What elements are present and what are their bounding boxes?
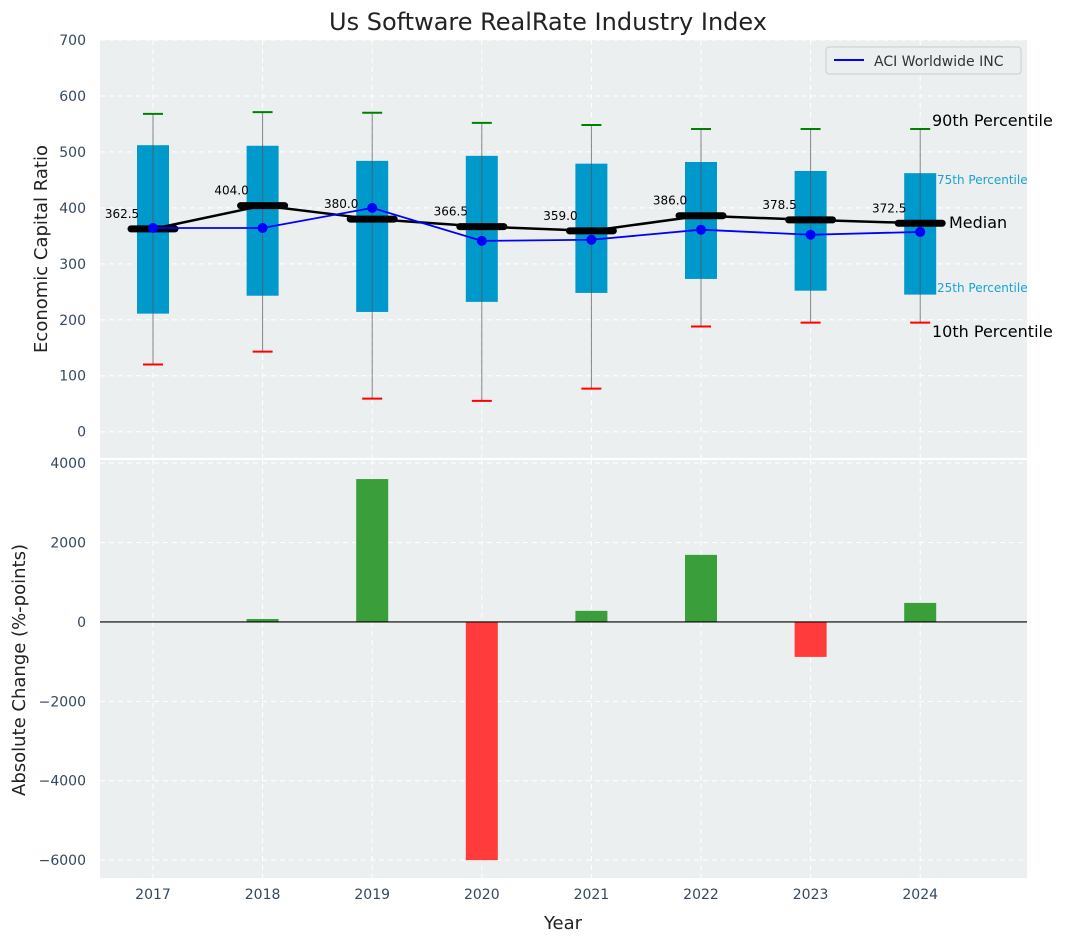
median-label: 380.0 (324, 197, 358, 211)
median-label: 372.5 (872, 201, 906, 215)
annotation-p90: 90th Percentile (932, 111, 1053, 130)
bottom-y-tick-label: 2000 (50, 536, 86, 552)
annotation-median: Median (949, 213, 1007, 232)
bottom-y-tick-label: −2000 (39, 694, 86, 710)
top-y-tick-label: 0 (77, 425, 86, 441)
x-label: Year (543, 913, 583, 934)
x-tick-label: 2020 (464, 887, 500, 903)
annotation-p10: 10th Percentile (932, 322, 1053, 341)
aci-point (696, 224, 706, 235)
x-tick-label: 2018 (245, 887, 281, 903)
x-tick-label: 2019 (354, 887, 390, 903)
x-tick-label: 2023 (793, 887, 829, 903)
aci-point (805, 229, 816, 240)
x-tick-label: 2024 (902, 887, 938, 903)
top-y-tick-label: 200 (59, 313, 86, 329)
bottom-y-label: Absolute Change (%-points) (9, 544, 30, 796)
annotations: 90th Percentile 75th Percentile Median 2… (932, 111, 1053, 341)
median-label: 378.5 (762, 198, 796, 212)
median-label: 386.0 (653, 194, 687, 208)
aci-point (257, 223, 268, 234)
aci-point (915, 226, 926, 237)
bottom-y-tick-label: 0 (77, 615, 86, 631)
median-label: 362.5 (105, 207, 139, 221)
bottom-y-tick-label: −4000 (39, 774, 86, 790)
top-y-tick-label: 400 (59, 201, 86, 217)
x-tick-label: 2022 (683, 887, 719, 903)
change-bar (794, 621, 827, 657)
top-plot-area (100, 40, 1027, 458)
top-y-tick-label: 600 (59, 89, 86, 105)
x-tick-label: 2017 (135, 887, 171, 903)
top-y-label: Economic Capital Ratio (31, 145, 52, 353)
median-label: 359.0 (543, 209, 577, 223)
change-bar (465, 621, 498, 861)
legend: ACI Worldwide INC (825, 46, 1022, 75)
change-bar (356, 479, 389, 622)
bottom-y-tick-label: −6000 (39, 853, 86, 869)
bottom-y-tick-label: 4000 (50, 456, 86, 472)
aci-point (148, 223, 158, 234)
top-y-tick-label: 500 (59, 145, 86, 161)
aci-point (367, 202, 378, 213)
change-bar (904, 602, 937, 622)
chart-title: Us Software RealRate Industry Index (329, 8, 767, 36)
x-tick-label: 2021 (574, 887, 610, 903)
aci-line (153, 206, 921, 242)
bottom-plot-area (100, 460, 1027, 878)
top-y-tick-label: 100 (59, 369, 86, 385)
change-bar (685, 554, 717, 622)
legend-label: ACI Worldwide INC (874, 54, 1004, 70)
change-bar (575, 610, 608, 622)
annotation-p25: 25th Percentile (937, 281, 1028, 295)
top-y-tick-label: 700 (59, 33, 86, 49)
aci-point (586, 234, 597, 245)
top-y-tick-label: 300 (59, 257, 86, 273)
change-bar (246, 618, 279, 622)
aci-point (476, 235, 487, 246)
annotation-p75: 75th Percentile (937, 173, 1028, 187)
median-label: 366.5 (434, 205, 468, 219)
median-label: 404.0 (214, 184, 248, 198)
